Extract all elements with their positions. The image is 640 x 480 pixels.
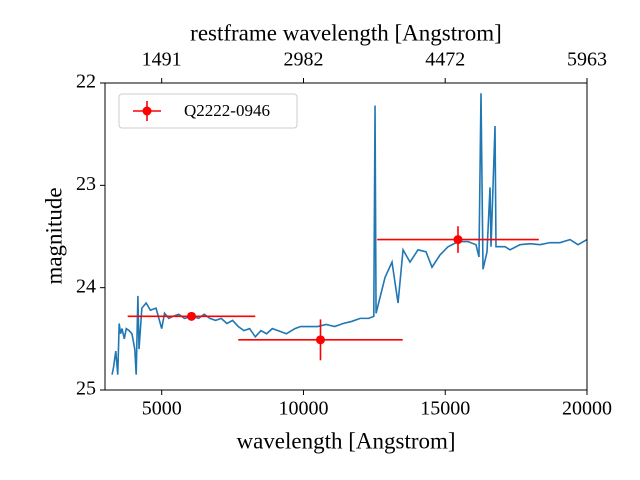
- legend-label: Q2222-0946: [184, 101, 270, 120]
- y-tick-label: 24: [76, 275, 96, 297]
- legend-box: [118, 93, 298, 129]
- y-tick-label: 22: [76, 71, 96, 93]
- point: [315, 335, 325, 345]
- point: [453, 235, 463, 245]
- top-tick-label: 2982: [283, 49, 323, 71]
- y-tick-label: 23: [76, 173, 96, 195]
- point: [186, 311, 196, 321]
- spectrum-line: [111, 93, 587, 375]
- x-tick-label: 20000: [562, 398, 612, 420]
- x-tick-label: 15000: [420, 398, 470, 420]
- top-tick-label: 1491: [142, 49, 182, 71]
- plot-frame: [104, 82, 588, 391]
- legend-marker: [142, 106, 152, 116]
- top-tick-label: 4472: [425, 49, 465, 71]
- y-axis-label: magnitude: [41, 187, 66, 284]
- x-tick-label: 10000: [278, 398, 328, 420]
- x-axis-label: wavelength [Angstrom]: [236, 428, 455, 453]
- x-tick-label: 5000: [142, 398, 182, 420]
- y-tick-label: 25: [76, 378, 96, 400]
- top-axis-label: restframe wavelength [Angstrom]: [190, 20, 502, 45]
- top-tick-label: 5963: [567, 49, 607, 71]
